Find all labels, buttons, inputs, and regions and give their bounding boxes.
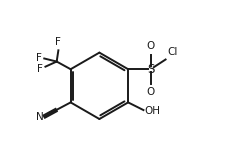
Text: F: F — [36, 54, 41, 64]
Text: O: O — [146, 41, 154, 51]
Text: N: N — [36, 112, 43, 122]
Text: F: F — [37, 64, 43, 74]
Text: O: O — [146, 87, 154, 97]
Text: Cl: Cl — [167, 47, 177, 57]
Text: OH: OH — [144, 106, 160, 116]
Text: F: F — [55, 37, 61, 47]
Text: S: S — [146, 63, 154, 76]
